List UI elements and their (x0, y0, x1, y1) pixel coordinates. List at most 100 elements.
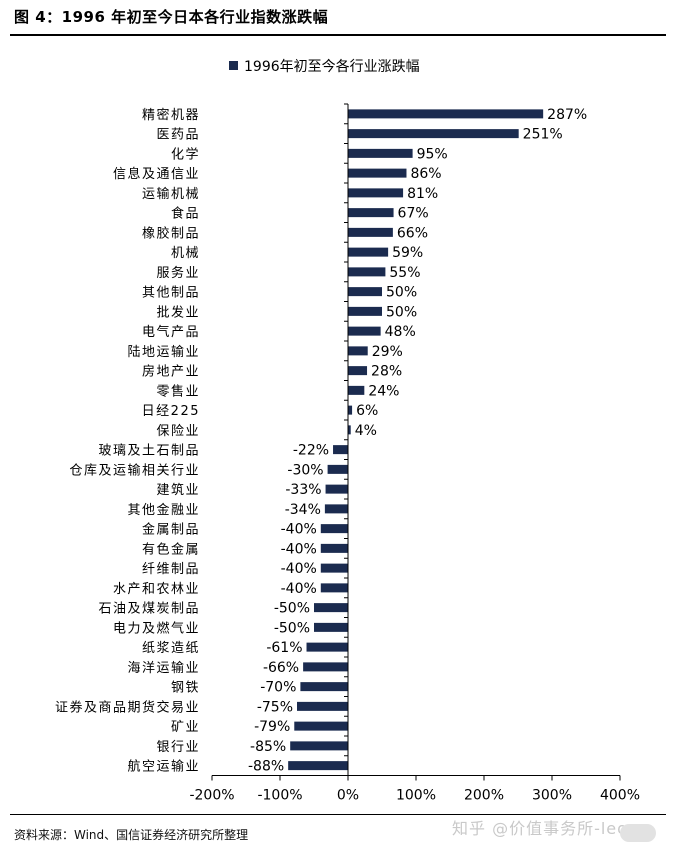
data-label: -61% (266, 640, 302, 656)
bar (294, 721, 348, 731)
value-tick-label: 200% (464, 788, 504, 804)
category-label: 房地产业 (142, 364, 200, 380)
category-label: 钢铁 (171, 681, 200, 696)
data-label: -40% (281, 541, 317, 557)
data-label: -40% (281, 561, 317, 577)
category-label: 金属制品 (142, 522, 200, 538)
bottom-rule (10, 814, 666, 815)
category-label: 信息及通信业 (113, 166, 200, 182)
bar (306, 642, 348, 652)
category-label: 批发业 (156, 304, 200, 320)
bar (320, 563, 348, 573)
data-label: 50% (386, 304, 417, 320)
data-label: 29% (372, 344, 403, 360)
bar (314, 622, 348, 632)
data-label: -22% (293, 443, 329, 459)
bar (348, 326, 381, 336)
category-label: 航空运输业 (127, 759, 200, 775)
data-label: 4% (355, 423, 377, 439)
category-label: 海洋运输业 (127, 660, 200, 676)
data-label: 50% (386, 285, 417, 301)
source-note: 资料来源：Wind、国信证券经济研究所整理 (14, 828, 249, 842)
data-label: 6% (356, 403, 378, 419)
data-label: 81% (407, 186, 438, 202)
data-label: 287% (547, 107, 587, 123)
category-label: 电力及燃气业 (113, 620, 200, 636)
bar (348, 129, 519, 139)
value-tick-label: -100% (257, 788, 302, 804)
category-label: 玻璃及土石制品 (98, 444, 200, 459)
category-label: 仓库及运输相关行业 (69, 462, 200, 478)
bar (348, 287, 382, 297)
data-label: 251% (523, 127, 563, 143)
category-label: 医药品 (156, 128, 200, 143)
category-label: 其他制品 (142, 286, 200, 301)
bar (348, 366, 368, 376)
category-label: 零售业 (156, 383, 200, 399)
category-label: 银行业 (156, 740, 200, 755)
bar (348, 425, 351, 435)
data-label: -85% (250, 739, 286, 755)
bar (300, 682, 348, 692)
data-label: -30% (287, 462, 323, 478)
figure-title: 图 4：1996 年初至今日本各行业指数涨跌幅 (14, 8, 329, 26)
data-label: 66% (397, 225, 428, 241)
data-label: -70% (260, 680, 296, 696)
data-label: 48% (385, 324, 416, 340)
data-label: 95% (417, 146, 448, 162)
data-label: 55% (389, 265, 420, 281)
data-label: 28% (371, 364, 402, 380)
top-rule (10, 34, 666, 36)
category-label: 其他金融业 (127, 502, 200, 518)
category-label: 有色金属 (142, 541, 200, 557)
bar (325, 484, 348, 494)
bar (348, 188, 404, 198)
category-label: 机械 (171, 246, 200, 261)
value-tick-label: 300% (532, 788, 572, 804)
data-label: -88% (248, 759, 284, 775)
category-label: 电气产品 (142, 324, 200, 340)
bar (348, 208, 394, 218)
category-label: 建筑业 (156, 482, 200, 498)
data-label: -33% (285, 482, 321, 498)
data-label: 24% (368, 383, 399, 399)
bar (327, 464, 348, 474)
category-label: 纤维制品 (142, 562, 200, 577)
watermark-text: 知乎 @价值事务所-leo (452, 819, 628, 838)
category-label: 橡胶制品 (142, 225, 200, 241)
category-label: 水产和农林业 (113, 582, 200, 597)
bar (303, 662, 348, 672)
category-label: 石油及煤炭制品 (98, 602, 200, 617)
bar (320, 543, 348, 553)
data-label: 67% (398, 206, 429, 222)
data-label: 86% (410, 166, 441, 182)
bar (348, 148, 413, 158)
category-label: 化学 (171, 146, 200, 162)
category-label: 精密机器 (142, 107, 200, 123)
bar (320, 524, 348, 534)
bar (348, 306, 382, 316)
category-label: 运输机械 (142, 186, 200, 202)
value-tick-label: 400% (600, 788, 640, 804)
bar (288, 761, 348, 771)
bar (320, 583, 348, 593)
category-label: 日经225 (142, 404, 200, 419)
bar (348, 267, 386, 277)
data-label: -75% (257, 699, 293, 715)
bar (348, 346, 368, 356)
bar (348, 168, 407, 178)
watermark-logo-icon (620, 824, 656, 842)
data-label: 59% (392, 245, 423, 261)
bar (348, 405, 353, 415)
category-label: 保险业 (156, 424, 200, 439)
value-tick-label: -200% (189, 788, 234, 804)
bar (348, 385, 365, 395)
category-label: 食品 (171, 206, 200, 222)
category-label: 证券及商品期货交易业 (55, 699, 200, 715)
bar (348, 247, 389, 257)
data-label: -50% (274, 601, 310, 617)
bar (324, 504, 348, 514)
data-label: -66% (263, 660, 299, 676)
data-label: -40% (281, 581, 317, 597)
